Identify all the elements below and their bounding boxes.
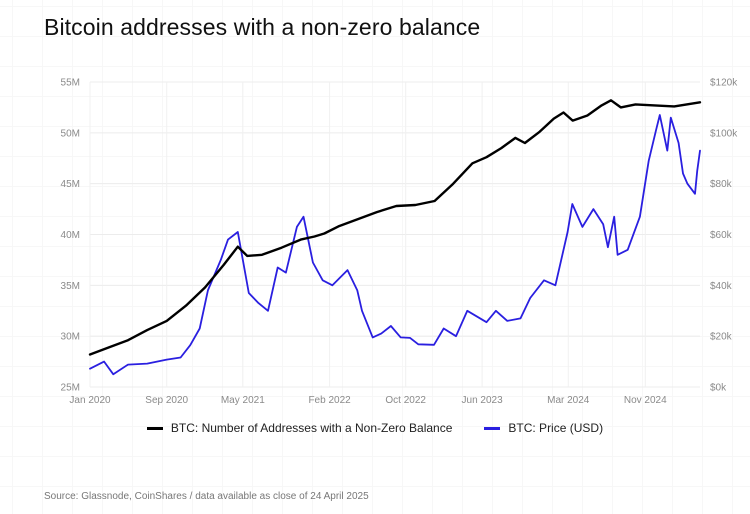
legend-item-addresses: BTC: Number of Addresses with a Non-Zero… <box>146 421 453 435</box>
y-right-tick-label: $80k <box>710 179 733 190</box>
y-left-tick-label: 35M <box>61 281 80 292</box>
x-tick-label: Sep 2020 <box>145 395 188 406</box>
y-left-tick-label: 40M <box>61 230 80 241</box>
y-right-tick-label: $100k <box>710 128 738 139</box>
x-tick-labels: Jan 2020 Sep 2020 May 2021 Feb 2022 Oct 2022… <box>69 395 667 406</box>
y-right-tick-label: $60k <box>710 230 733 241</box>
source-note: Source: Glassnode, CoinShares / data ava… <box>44 491 369 502</box>
chart-gridlines <box>89 81 700 388</box>
x-tick-label: Nov 2024 <box>624 395 667 406</box>
y-right-tick-label: $40k <box>710 281 733 292</box>
legend-swatch-addresses <box>146 426 163 430</box>
y-left-tick-label: 55M <box>61 78 80 89</box>
y-right-tick-label: $120k <box>710 78 738 89</box>
x-tick-label: May 2021 <box>221 395 265 406</box>
x-tick-label: Jun 2023 <box>462 395 504 406</box>
legend-swatch-price <box>484 426 501 430</box>
y-right-tick-label: $0k <box>710 383 727 394</box>
y-right-tick-label: $20k <box>710 332 733 343</box>
legend-label-price: BTC: Price (USD) <box>508 421 604 435</box>
y-left-tick-label: 25M <box>61 383 80 394</box>
legend: BTC: Number of Addresses with a Non-Zero… <box>0 421 750 435</box>
x-tick-label: Jan 2020 <box>69 395 111 406</box>
y-right-tick-labels: $0k $20k $40k $60k $80k $100k $120k <box>710 78 738 394</box>
y-left-tick-label: 50M <box>61 128 80 139</box>
legend-item-price: BTC: Price (USD) <box>484 421 603 435</box>
series-line-addresses <box>88 99 702 356</box>
chart-series <box>88 99 702 376</box>
x-tick-label: Feb 2022 <box>308 395 351 406</box>
y-left-tick-label: 45M <box>61 179 80 190</box>
x-tick-label: Oct 2022 <box>385 395 426 406</box>
series-line-price <box>89 114 701 376</box>
y-left-tick-labels: 25M 30M 35M 40M 45M 50M 55M <box>61 78 80 394</box>
y-left-tick-label: 30M <box>61 332 80 343</box>
legend-label-addresses: BTC: Number of Addresses with a Non-Zero… <box>170 421 453 435</box>
x-tick-label: Mar 2024 <box>547 395 590 406</box>
chart-title: Bitcoin addresses with a non-zero balanc… <box>44 14 481 40</box>
